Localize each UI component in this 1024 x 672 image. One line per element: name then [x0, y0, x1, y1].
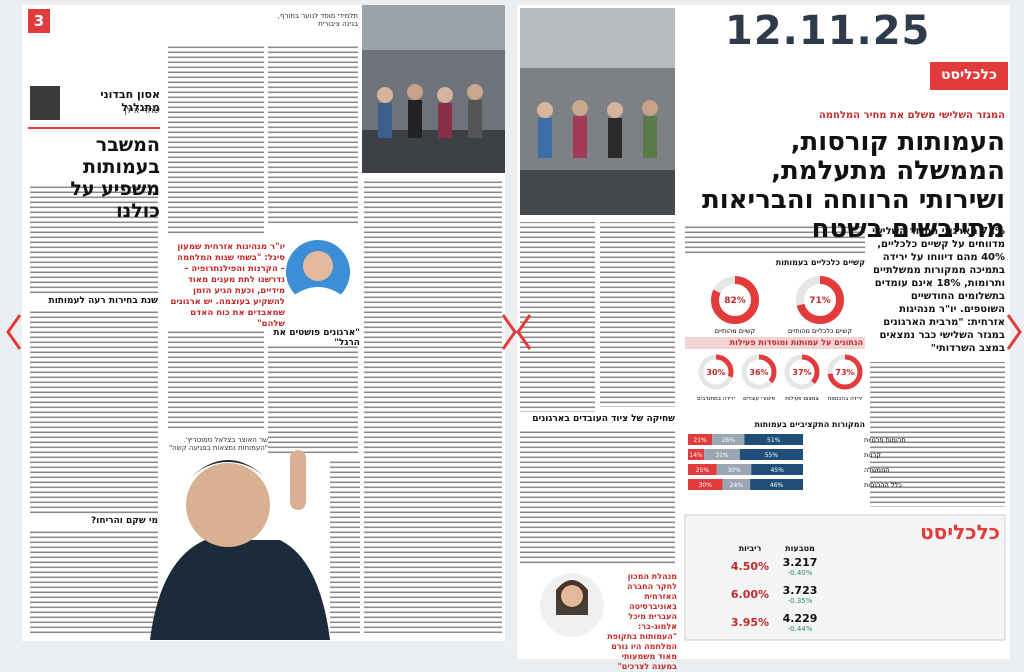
donut-caption: ירידה במתנדבים [697, 396, 735, 402]
lead-photo [520, 8, 675, 215]
page-number-box [28, 9, 50, 33]
bar-label: 55% [765, 452, 779, 459]
donut-arc [698, 354, 734, 390]
row-label: הממשלה [864, 466, 890, 474]
row-label: תרומות פרטיות [864, 436, 906, 444]
bar-segment [716, 464, 752, 475]
bar-segment [688, 449, 705, 460]
bar-label: 28% [722, 437, 736, 444]
bar-label: 30% [727, 467, 741, 474]
portrait-almog [540, 573, 604, 637]
bar-segment [744, 434, 803, 445]
headline: המשבר בעמותות משפיע על כולנו [70, 134, 160, 222]
currency-value: 4.229 [782, 612, 818, 625]
currency-change: -0.44% [787, 625, 813, 633]
photo-caption: שר האוצר בצלאל סמוטריץ'. "העמותות נמצאות… [168, 436, 268, 452]
donut-caption: ירידה בהכנסות [828, 396, 862, 402]
photo-caption: תלמידי מוסד לנוער בחורף, בגינה ציבורית [277, 12, 358, 28]
prev-arrow[interactable] [516, 314, 532, 350]
donut-caption: קשיים מהותיים [715, 327, 756, 335]
market-logo: כלכליסט [920, 520, 1000, 544]
currency-change: -0.40% [787, 569, 813, 577]
row-label: כלל ההכנסות [864, 481, 902, 489]
donut-label: 73% [835, 368, 854, 377]
column-head: ריביות [738, 544, 762, 553]
bar-segment [688, 464, 717, 475]
rate-value: 3.95% [730, 616, 770, 629]
bar-segment [751, 464, 803, 475]
bar-label: 24% [730, 482, 744, 489]
chart-title: הנתונים על עמותות ומוסדות פעילות [729, 338, 863, 347]
currency-value: 3.723 [782, 584, 818, 597]
donut-caption: פיטורי עובדים [743, 396, 775, 402]
bar-label: 30% [699, 482, 713, 489]
rate-value: 4.50% [730, 560, 770, 573]
reporter: שחר אילן [124, 106, 160, 116]
chart-header-bar [685, 337, 865, 349]
prev-arrow[interactable] [6, 314, 22, 350]
pull-quote: 71% מארגוני המגזר השלישי מדווחים על קשיי… [872, 226, 1005, 354]
chart-title: המקורות התקציביים בעמותות [754, 420, 865, 429]
author-photo [30, 86, 60, 120]
donut-label: 82% [724, 296, 746, 306]
portrait-caption: מנהלת המכון לחקר החברה האזרחית באוניברסי… [607, 572, 677, 671]
row-label: קרנות [864, 451, 881, 459]
portrait-segal [286, 240, 350, 304]
bar-segment [704, 449, 740, 460]
donut-arc [784, 354, 820, 390]
donut-caption: קשיים כלכליים מהותיים [788, 327, 852, 335]
next-arrow[interactable] [501, 314, 517, 350]
headline: העמותות קורסות, הממשלה מתעלמת, ושירותי ה… [701, 127, 1005, 244]
subhead: מי שקם והריחו? [91, 516, 158, 526]
chart-title: קשיים כלכליים בעמותות [775, 258, 865, 267]
currency-value: 3.217 [782, 556, 818, 569]
logo: כלכליסט [941, 67, 997, 83]
donut-label: 71% [809, 296, 831, 306]
body-text [520, 222, 1005, 565]
bar-segment [739, 449, 803, 460]
donut-arc [741, 354, 777, 390]
donut-caption: צמצום פעילות [785, 395, 819, 402]
rate-value: 6.00% [730, 588, 770, 601]
bar-label: 31% [715, 452, 729, 459]
donut-label: 37% [792, 368, 811, 377]
charts: 71% קשיים כלכליים מהותיים 82% קשיים מהותיים… [688, 276, 906, 490]
market-box [684, 514, 1006, 641]
kicker: המגזר השלישי משלם את מחיר המלחמה [818, 110, 1005, 121]
donut-arc [827, 354, 863, 390]
queue-photo [362, 5, 505, 173]
bar-label: 14% [689, 452, 703, 459]
bar-label: 45% [770, 467, 784, 474]
column-head: מטבעות [785, 544, 815, 553]
page-number: 3 [33, 12, 45, 30]
pull-quote: יו"ר מנהיגות אזרחית שמעון סיגל: "בשתי שנ… [170, 242, 285, 329]
subhead: שנת בחירות רעה לעמותות [48, 296, 158, 306]
bar-segment [722, 479, 751, 490]
bar-segment [712, 434, 745, 445]
minister-photo [150, 450, 330, 640]
author-name: אסון חבדוני מתגלגל [100, 88, 160, 114]
next-arrow[interactable] [1006, 314, 1022, 350]
bar-segment [688, 479, 723, 490]
bar-segment [750, 479, 803, 490]
bar-label: 51% [767, 437, 781, 444]
bar-segment [688, 434, 713, 445]
bar-label: 21% [693, 437, 707, 444]
subhead: שחיקה של ציוד העובדים בארגונים [532, 414, 675, 424]
bar-label: 25% [696, 467, 710, 474]
section-head: "ארגונים פושטים את הרגל" [273, 328, 360, 348]
donut-arc [711, 276, 759, 324]
bar-label: 46% [770, 482, 784, 489]
body-text [30, 45, 502, 635]
donut-label: 30% [706, 368, 725, 377]
donut-label: 36% [749, 368, 768, 377]
currency-change: -0.35% [787, 597, 813, 605]
issue-date: 12.11.25 [725, 8, 931, 54]
logo-box [930, 62, 1008, 90]
donut-arc [796, 276, 844, 324]
